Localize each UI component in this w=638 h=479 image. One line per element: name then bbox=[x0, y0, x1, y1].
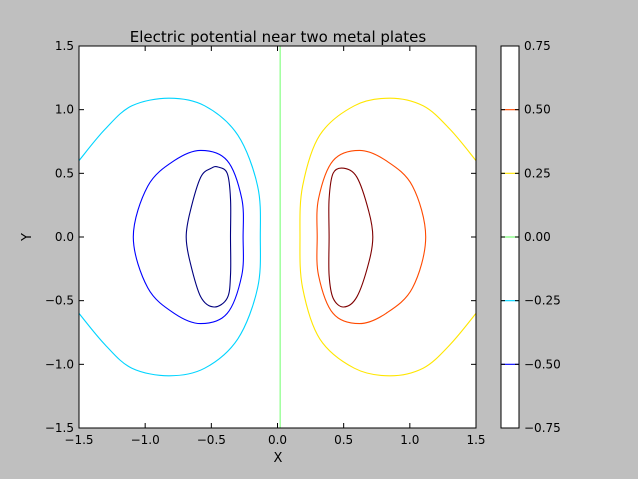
contour-line-0_5 bbox=[316, 149, 427, 325]
y-tick-label: −0.5 bbox=[45, 294, 74, 308]
contour-lines bbox=[78, 46, 477, 428]
y-axis-ticks: −1.5 −1.0 −0.5 0.0 0.5 1.0 1.5 bbox=[45, 39, 476, 435]
colorbar-tick-label: −0.75 bbox=[524, 421, 561, 435]
contour-line-0_6 bbox=[328, 167, 374, 308]
colorbar-tick-label: 0.50 bbox=[524, 103, 551, 117]
y-tick-label: 0.0 bbox=[55, 230, 74, 244]
x-tick-label: 0.0 bbox=[268, 433, 287, 447]
y-tick-label: 1.0 bbox=[55, 103, 74, 117]
y-tick-label: −1.5 bbox=[45, 421, 74, 435]
contour-line-neg0_6 bbox=[185, 165, 232, 308]
y-tick-label: 0.5 bbox=[55, 166, 74, 180]
x-axis-label: X bbox=[274, 451, 283, 466]
x-tick-label: −1.5 bbox=[64, 433, 93, 447]
x-tick-label: 0.5 bbox=[334, 433, 353, 447]
colorbar-tick-label: −0.50 bbox=[524, 357, 561, 371]
colorbar-tick-label: 0.00 bbox=[524, 230, 551, 244]
y-tick-label: −1.0 bbox=[45, 357, 74, 371]
x-tick-label: 1.0 bbox=[400, 433, 419, 447]
colorbar-tick-label: 0.75 bbox=[524, 39, 551, 53]
y-tick-label: 1.5 bbox=[55, 39, 74, 53]
x-tick-label: 1.5 bbox=[466, 433, 485, 447]
contour-line-neg0_5 bbox=[132, 149, 244, 325]
plot-area bbox=[79, 46, 476, 428]
x-tick-label: −1.0 bbox=[131, 433, 160, 447]
y-axis-label: Y bbox=[20, 233, 35, 242]
colorbar-ticks: −0.75 −0.50 −0.25 0.00 0.25 0.50 0.75 bbox=[501, 39, 561, 435]
contour-line-neg0_25 bbox=[78, 97, 261, 377]
colorbar-tick-label: 0.25 bbox=[524, 166, 551, 180]
x-tick-label: −0.5 bbox=[197, 433, 226, 447]
x-axis-ticks: −1.5 −1.0 −0.5 0.0 0.5 1.0 1.5 bbox=[64, 46, 486, 447]
contour-line-0_25 bbox=[299, 97, 477, 377]
colorbar-tick-label: −0.25 bbox=[524, 294, 561, 308]
chart-title: Electric potential near two metal plates bbox=[130, 28, 427, 46]
